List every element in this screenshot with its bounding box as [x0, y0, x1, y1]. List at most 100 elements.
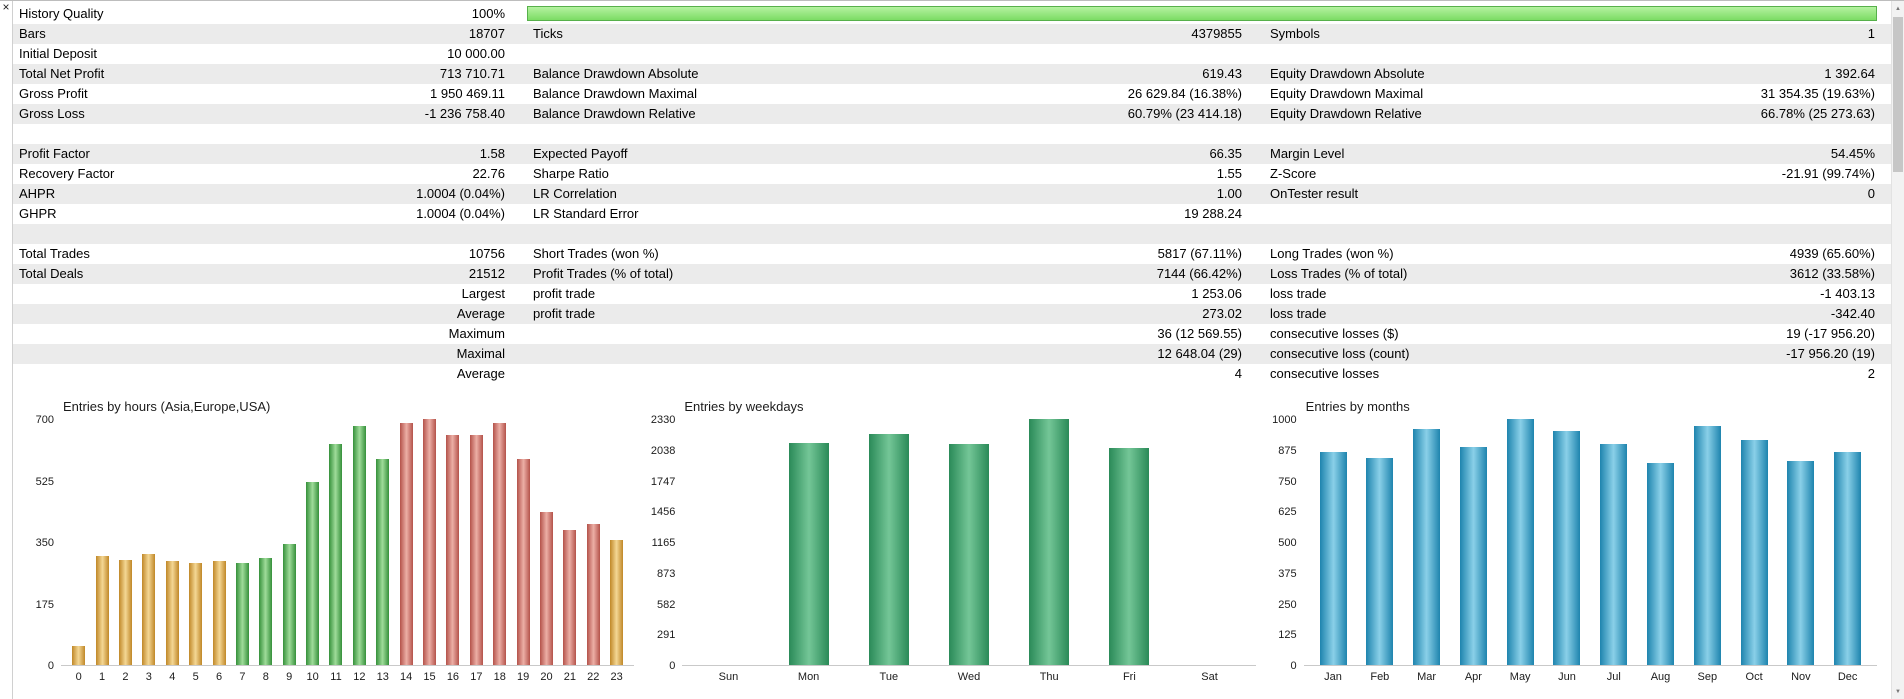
bar-slot [348, 420, 371, 665]
stat-value: 54.45% [1830, 146, 1875, 161]
stat-label [13, 224, 330, 244]
stat-value: 273.02 [1202, 306, 1242, 321]
y-tick-label: 0 [1290, 660, 1297, 672]
bar-slot [849, 420, 929, 665]
bar-slot [371, 420, 394, 665]
x-tick-label: 19 [516, 671, 530, 683]
stat-label [513, 44, 1068, 64]
stat-label: profit trade [533, 286, 596, 301]
x-tick-label: 4 [169, 671, 176, 683]
table-row: Bars 18707 Ticks 4379855 Symbols 1 [13, 24, 1891, 44]
stat-value: 60.79% (23 414.18) [1127, 106, 1242, 121]
bar-slot [278, 420, 301, 665]
stat-value: 36 (12 569.55) [1157, 326, 1242, 341]
scroll-down-icon[interactable]: ▼ [1895, 688, 1901, 695]
stat-label: Balance Drawdown Maximal [533, 86, 698, 101]
y-tick-label: 700 [35, 414, 54, 426]
scroll-up-icon[interactable]: ▲ [1895, 5, 1901, 12]
scrollbar-thumb[interactable] [1893, 17, 1903, 172]
y-tick-label: 1165 [651, 537, 676, 549]
bar-slot [1590, 420, 1637, 665]
stat-label: AHPR [19, 186, 56, 201]
x-tick-label: 13 [376, 671, 389, 683]
bar-slot [1824, 420, 1871, 665]
stat-label [1250, 224, 1688, 244]
x-tick-label: 2 [122, 671, 129, 683]
bar-6 [212, 561, 226, 665]
stat-value [330, 224, 513, 244]
stat-value: 1.55 [1216, 166, 1242, 181]
stat-label: Balance Drawdown Relative [533, 106, 696, 121]
stat-value: 7144 (66.42%) [1156, 266, 1242, 281]
stat-value: 4379855 [1191, 26, 1242, 41]
y-tick-label: 125 [1278, 629, 1297, 642]
stat-value: 19 288.24 [1184, 206, 1242, 221]
bar-slot [558, 420, 581, 665]
stat-label: Profit Factor [19, 146, 90, 161]
bar-slot [1777, 420, 1824, 665]
x-tick-label: 18 [493, 671, 506, 683]
y-axis: 0 125 250 375 500 625 750 875 1000 [1256, 414, 1304, 672]
x-tick-label: Thu [1039, 671, 1059, 683]
y-tick-label: 2038 [650, 444, 676, 457]
table-row: Profit Factor 1.58 Expected Payoff 66.35 Mar… [13, 144, 1891, 164]
bar-slot [1544, 420, 1591, 665]
vertical-scrollbar[interactable]: ▲ ▼ [1891, 1, 1904, 699]
y-tick-label: 500 [1278, 537, 1297, 549]
stat-label [1250, 124, 1688, 144]
bar-Mon [788, 443, 829, 665]
x-tick-label: 23 [610, 671, 623, 683]
y-tick-label: 0 [669, 660, 676, 672]
stat-label: Total Trades [19, 246, 90, 261]
statistics-table: History Quality 100% Bars 18707 Ticks 4379855… [13, 4, 1891, 384]
stat-label: Equity Drawdown Relative [1270, 106, 1422, 121]
stat-label: Equity Drawdown Absolute [1270, 66, 1425, 81]
table-row: Gross Profit 1 950 469.11 Balance Drawdown… [13, 84, 1891, 104]
table-row: Total Trades 10756 Short Trades (won %) 581… [13, 244, 1891, 264]
chart-title: Entries by months [1305, 399, 1410, 414]
x-tick-label: Aug [1650, 671, 1671, 683]
stat-label: loss trade [1270, 286, 1327, 301]
stat-value: 5817 (67.11%) [1157, 246, 1242, 261]
stat-value: -342.40 [1830, 306, 1875, 321]
y-tick-label: 250 [1278, 598, 1297, 611]
table-row: Total Net Profit 713 710.71 Balance Drawdo… [13, 64, 1891, 84]
bar-2 [118, 560, 132, 665]
bar-9 [282, 544, 296, 665]
x-tick-label: Sat [1201, 671, 1218, 683]
charts-section: Entries by hours (Asia,Europe,USA) 0 175 35… [13, 396, 1891, 683]
stat-label: Recovery Factor [19, 166, 115, 181]
close-icon[interactable]: × [2, 0, 10, 14]
bar-15 [423, 419, 437, 665]
stat-value [1688, 204, 1891, 224]
bar-16 [446, 435, 460, 665]
stat-value: 66.78% (25 273.63) [1760, 106, 1875, 121]
bar-Oct [1740, 440, 1768, 665]
y-tick-label: 1456 [650, 506, 676, 519]
stat-label [513, 124, 1068, 144]
bar-slot [394, 420, 417, 665]
stat-label [13, 284, 330, 304]
stat-value: 66.35 [1209, 146, 1242, 161]
plot-area [61, 419, 635, 666]
stat-value: 10 000.00 [447, 46, 505, 61]
stat-label: Total Net Profit [19, 66, 105, 81]
bar-21 [563, 530, 577, 665]
x-axis: Jan Feb Mar Apr May Jun Jul Aug Sep Oct Nov Dec [1304, 666, 1877, 683]
bar-Sep [1693, 426, 1721, 665]
bar-slot [231, 420, 254, 665]
y-tick-label: 175 [35, 598, 54, 611]
stat-label [1250, 44, 1688, 64]
y-tick-label: 350 [35, 537, 54, 549]
x-tick-label: Wed [957, 671, 981, 683]
bar-slot [161, 420, 184, 665]
bar-slot [254, 420, 277, 665]
stat-value: 1.0004 (0.04%) [416, 206, 505, 221]
stat-value: 1 253.06 [1191, 286, 1242, 301]
stat-value: Average [456, 306, 505, 321]
table-row [13, 124, 1891, 144]
x-tick-label: 11 [330, 671, 342, 683]
stat-value: 0 [1867, 186, 1875, 201]
stat-label: Profit Trades (% of total) [533, 266, 674, 281]
x-tick-label: Jan [1324, 671, 1342, 683]
